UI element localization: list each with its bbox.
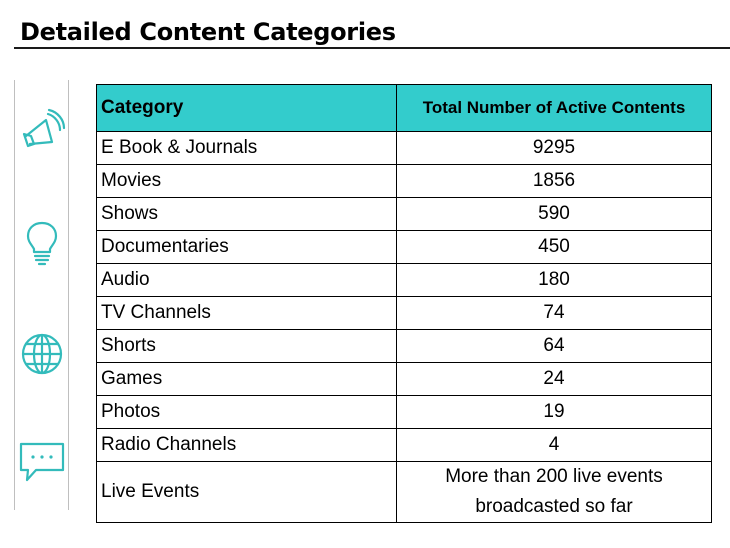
table-row: E Book & Journals 9295 xyxy=(96,131,712,165)
category-cell: Photos xyxy=(96,395,397,429)
table-row-live-events: Live Events More than 200 live events br… xyxy=(96,461,712,523)
total-cell: 24 xyxy=(396,362,712,396)
table-header-row: Category Total Number of Active Contents xyxy=(96,84,712,132)
category-cell: Shorts xyxy=(96,329,397,363)
lightbulb-icon xyxy=(18,218,66,266)
table-row: Photos 19 xyxy=(96,395,712,429)
header-category: Category xyxy=(96,84,397,132)
total-line-2: broadcasted so far xyxy=(475,496,633,517)
chat-bubble-icon xyxy=(18,438,66,486)
total-cell: 19 xyxy=(396,395,712,429)
total-cell: 4 xyxy=(396,428,712,462)
table-row: Shorts 64 xyxy=(96,329,712,363)
megaphone-icon xyxy=(18,106,66,154)
total-line-1: More than 200 live events xyxy=(445,466,663,487)
title-underline xyxy=(14,47,730,49)
total-cell: 9295 xyxy=(396,131,712,165)
category-cell: E Book & Journals xyxy=(96,131,397,165)
category-cell: Live Events xyxy=(96,461,397,523)
total-cell-multiline: More than 200 live events broadcasted so… xyxy=(396,461,712,523)
total-cell: 590 xyxy=(396,197,712,231)
table-row: Games 24 xyxy=(96,362,712,396)
total-cell: 180 xyxy=(396,263,712,297)
table-row: Movies 1856 xyxy=(96,164,712,198)
category-cell: Audio xyxy=(96,263,397,297)
category-cell: Shows xyxy=(96,197,397,231)
total-cell: 1856 xyxy=(396,164,712,198)
header-total: Total Number of Active Contents xyxy=(396,84,712,132)
table-row: Shows 590 xyxy=(96,197,712,231)
total-cell: 450 xyxy=(396,230,712,264)
table-row: Audio 180 xyxy=(96,263,712,297)
total-cell: 74 xyxy=(396,296,712,330)
page-title: Detailed Content Categories xyxy=(20,18,396,46)
table-row: TV Channels 74 xyxy=(96,296,712,330)
category-cell: Movies xyxy=(96,164,397,198)
globe-icon xyxy=(18,330,66,378)
category-cell: Games xyxy=(96,362,397,396)
category-cell: Documentaries xyxy=(96,230,397,264)
table-row: Documentaries 450 xyxy=(96,230,712,264)
sidebar-right-rule xyxy=(68,80,69,510)
category-cell: Radio Channels xyxy=(96,428,397,462)
table-row: Radio Channels 4 xyxy=(96,428,712,462)
sidebar-left-rule xyxy=(14,80,15,510)
category-cell: TV Channels xyxy=(96,296,397,330)
content-categories-table: Category Total Number of Active Contents… xyxy=(96,84,712,523)
total-cell: 64 xyxy=(396,329,712,363)
